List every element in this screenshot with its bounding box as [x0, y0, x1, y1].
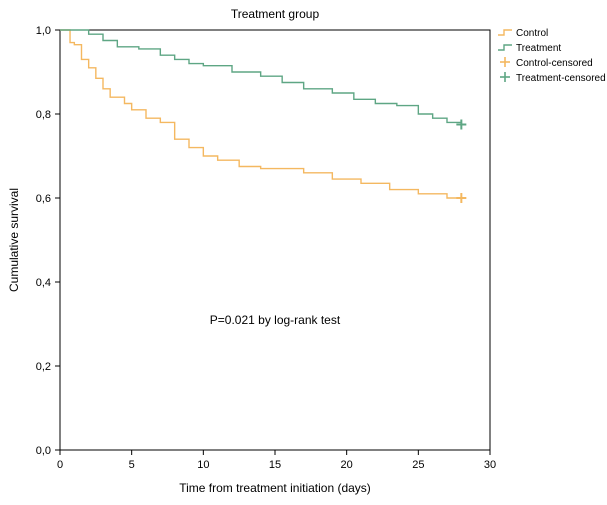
x-tick-label: 5 — [129, 459, 135, 471]
y-tick-label: 0,8 — [36, 109, 51, 121]
chart-svg: 0 5 10 15 20 25 30 0,0 0,2 0,4 0,6 0,8 1,0 Treatment … — [0, 0, 607, 505]
x-tick-label: 25 — [412, 459, 424, 471]
legend-label: Control — [516, 28, 548, 39]
y-tick-label: 0,0 — [36, 445, 51, 457]
x-axis-label: Time from treatment initiation (days) — [179, 481, 371, 495]
legend-label: Control-censored — [516, 58, 593, 69]
y-tick-label: 0,2 — [36, 361, 51, 373]
chart-title: Treatment group — [231, 7, 320, 21]
y-tick-label: 1,0 — [36, 25, 51, 37]
x-tick-label: 10 — [197, 459, 209, 471]
legend-label: Treatment-censored — [516, 73, 606, 84]
y-axis-label: Cumulative survival — [7, 188, 21, 292]
y-tick-label: 0,4 — [36, 277, 51, 289]
y-tick-label: 0,6 — [36, 193, 51, 205]
x-tick-label: 30 — [484, 459, 496, 471]
x-tick-label: 0 — [57, 459, 63, 471]
km-chart: 0 5 10 15 20 25 30 0,0 0,2 0,4 0,6 0,8 1,0 Treatment … — [0, 0, 607, 505]
x-tick-label: 20 — [341, 459, 353, 471]
legend-label: Treatment — [516, 43, 561, 54]
x-tick-label: 15 — [269, 459, 281, 471]
p-value-annotation: P=0.021 by log-rank test — [210, 313, 341, 327]
